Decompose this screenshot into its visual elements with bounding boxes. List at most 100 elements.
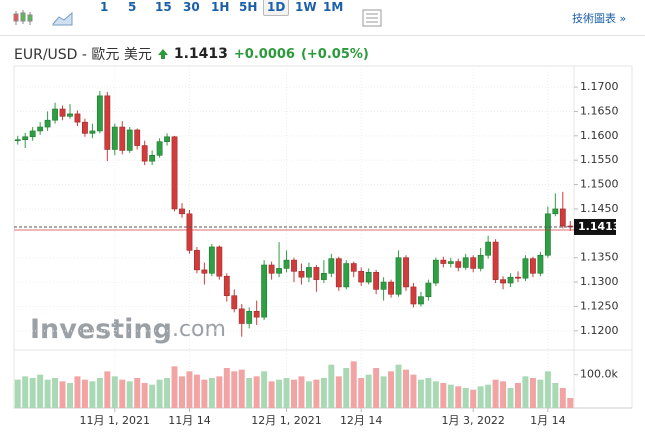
interval[interactable]: 1D — [263, 0, 290, 16]
volume-bar — [246, 378, 253, 408]
candle-body — [313, 267, 320, 280]
volume-bar — [559, 388, 566, 408]
volume-bar — [350, 361, 357, 408]
candle-body — [530, 258, 536, 274]
volume-bar — [447, 384, 454, 408]
volume-bar — [74, 376, 81, 408]
watermark-suffix: .com — [172, 317, 226, 342]
interval[interactable]: 1H — [211, 0, 230, 14]
candle-body — [320, 272, 327, 280]
volume-bar — [268, 381, 275, 408]
y-tick-label: 1.1650 — [580, 104, 619, 117]
volume-bar — [134, 378, 141, 408]
candle-body — [477, 254, 484, 269]
volume-bar — [14, 379, 21, 408]
candle-body — [141, 145, 148, 162]
volume-bar — [492, 379, 499, 408]
volume-bar — [193, 374, 200, 408]
volume-bar — [283, 378, 290, 408]
candle-body — [522, 258, 529, 279]
change: +0.0006 — [233, 46, 295, 62]
candle-body — [82, 121, 88, 134]
volume-bar — [291, 379, 297, 408]
volume-bar — [335, 376, 342, 408]
y-tick-label: 1.1600 — [580, 129, 619, 142]
title: EUR/USD - 歐元 美元 — [14, 47, 152, 63]
candle-body — [507, 276, 514, 284]
volume-bar — [208, 378, 215, 408]
volume-bar — [455, 386, 462, 408]
volume-bar — [59, 381, 66, 408]
volume-bar — [276, 379, 283, 408]
candle-body — [395, 257, 402, 295]
interval[interactable]: 5 — [128, 0, 137, 14]
volume-bar — [522, 376, 529, 408]
volume-bar — [22, 376, 29, 408]
candle-body — [358, 271, 365, 283]
table-icon[interactable] — [362, 9, 382, 27]
volume-bar — [515, 383, 521, 408]
candle-body — [544, 213, 551, 256]
volume-bar — [253, 376, 260, 408]
volume-bar — [537, 379, 544, 408]
volume-bar — [507, 388, 514, 408]
volume-bar — [111, 376, 118, 408]
interval[interactable]: 1M — [323, 0, 344, 14]
candle-body — [59, 108, 66, 117]
x-tick-label: 1月 3, 2022 — [441, 414, 504, 427]
volume-bar — [552, 383, 559, 408]
candle-body — [111, 126, 118, 150]
volume-bar — [96, 378, 103, 408]
line-icon[interactable] — [52, 10, 74, 26]
interval[interactable]: 5H — [239, 0, 258, 14]
candle-body — [380, 281, 387, 290]
volume-bar — [417, 379, 424, 408]
candle-body — [410, 286, 417, 305]
volume-bar — [432, 381, 439, 408]
candle-body — [231, 295, 238, 310]
candle-body — [96, 95, 103, 132]
candle-body — [306, 267, 312, 278]
candle-body — [298, 271, 305, 278]
candle-body — [432, 259, 439, 284]
last-price-box — [574, 218, 616, 235]
y-tick-label: 1.1550 — [580, 153, 619, 166]
interval[interactable]: 15 — [155, 0, 172, 14]
interval[interactable]: 1W — [295, 0, 317, 14]
volume-bar — [179, 376, 185, 408]
candle-body — [89, 130, 96, 134]
candle-body — [22, 136, 29, 141]
interval[interactable]: 30 — [183, 0, 200, 14]
volume-bar — [529, 378, 536, 408]
candle-body — [283, 259, 290, 269]
volume-bar — [238, 369, 245, 408]
candle-body — [223, 275, 230, 297]
candle-body — [179, 208, 185, 215]
candle-body — [500, 279, 506, 284]
candle-body — [276, 268, 282, 274]
header: EUR/USD - 歐元 美元 1.1413 +0.0006 (+0.05%) — [14, 44, 369, 64]
volume-bar — [223, 368, 230, 408]
volume-bar — [425, 378, 432, 408]
volume-bar — [343, 368, 350, 408]
volume-bar — [470, 389, 477, 408]
candle-body — [365, 272, 372, 283]
volume-bar — [156, 379, 163, 408]
volume-bar — [231, 371, 238, 408]
interval[interactable]: 1 — [100, 0, 109, 14]
volume-bar — [261, 371, 268, 408]
volume-bar — [380, 376, 387, 408]
candle-body — [52, 108, 58, 121]
volume-bar — [149, 384, 156, 408]
candle-body — [537, 254, 544, 274]
candle-body — [238, 308, 245, 324]
candle-body — [552, 208, 559, 215]
link[interactable]: 技術圖表 » — [572, 12, 627, 25]
candle-icon[interactable] — [12, 9, 34, 27]
volume-bar — [500, 381, 507, 408]
candle-body — [485, 241, 492, 256]
candle-body — [186, 213, 193, 251]
candle-body — [470, 257, 477, 269]
volume-bar — [67, 383, 73, 408]
